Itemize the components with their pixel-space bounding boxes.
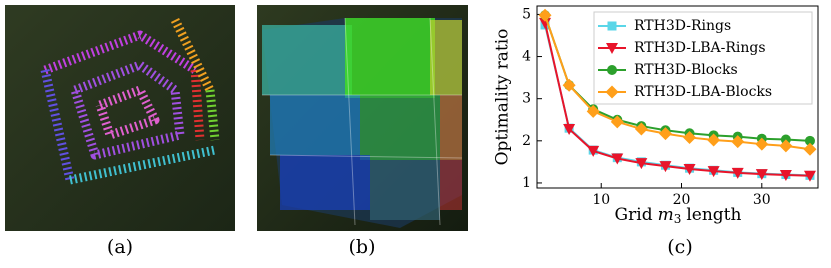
marker — [539, 17, 552, 29]
marker — [658, 127, 672, 141]
marker — [755, 169, 768, 181]
panel-b-image — [257, 5, 468, 231]
legend-box — [593, 11, 813, 105]
legend: RTH3D-Rings RTH3D-LBA-Rings RTH3D-Blocks RT… — [593, 11, 813, 105]
marker — [563, 124, 576, 136]
legend-label: RTH3D-LBA-Rings — [634, 40, 766, 56]
marker — [731, 167, 744, 179]
legend-label: RTH3D-LBA-Blocks — [634, 84, 772, 100]
marker — [707, 133, 721, 147]
x-label-var: m — [658, 205, 674, 225]
y-tick-label: 4 — [522, 49, 531, 65]
y-tick-label: 1 — [522, 175, 531, 191]
marker — [587, 145, 600, 157]
legend-label: RTH3D-Blocks — [634, 62, 738, 78]
y-tick-label: 3 — [522, 91, 531, 107]
x-tick-label: 20 — [673, 192, 691, 208]
legend-marker — [607, 65, 617, 75]
marker — [586, 104, 600, 118]
marker — [779, 169, 792, 181]
marker — [803, 142, 817, 156]
y-tick-label: 2 — [522, 133, 531, 149]
legend-marker — [607, 21, 617, 31]
legend-marker — [605, 85, 619, 99]
marker — [635, 158, 648, 170]
marker — [804, 135, 815, 146]
caption: (a) — [107, 236, 133, 258]
marker — [562, 78, 576, 92]
x-axis-label: Grid m3 length — [615, 205, 742, 226]
x-tick-label: 10 — [592, 192, 610, 208]
marker — [779, 139, 793, 153]
x-label-part: Grid — [615, 205, 653, 225]
panel-a-image — [5, 5, 235, 231]
marker — [659, 161, 672, 173]
y-axis-label: Optimality ratio — [493, 29, 513, 166]
marker — [803, 170, 816, 182]
x-label-part: length — [686, 205, 741, 225]
caption: (c) — [667, 236, 692, 258]
marker — [611, 153, 624, 165]
marker — [755, 137, 769, 151]
legend-marker — [606, 43, 618, 54]
x-label-sub: 3 — [674, 212, 682, 226]
marker — [731, 135, 745, 149]
y-tick-label: 5 — [522, 6, 531, 22]
plot-frame — [536, 5, 819, 189]
legend-label: RTH3D-Rings — [634, 18, 731, 34]
marker — [707, 166, 720, 178]
marker — [538, 8, 552, 22]
marker — [683, 130, 697, 144]
marker — [634, 122, 648, 136]
caption: (b) — [349, 236, 376, 258]
marker — [610, 115, 624, 129]
marker — [683, 164, 696, 176]
x-tick-label: 30 — [753, 192, 771, 208]
